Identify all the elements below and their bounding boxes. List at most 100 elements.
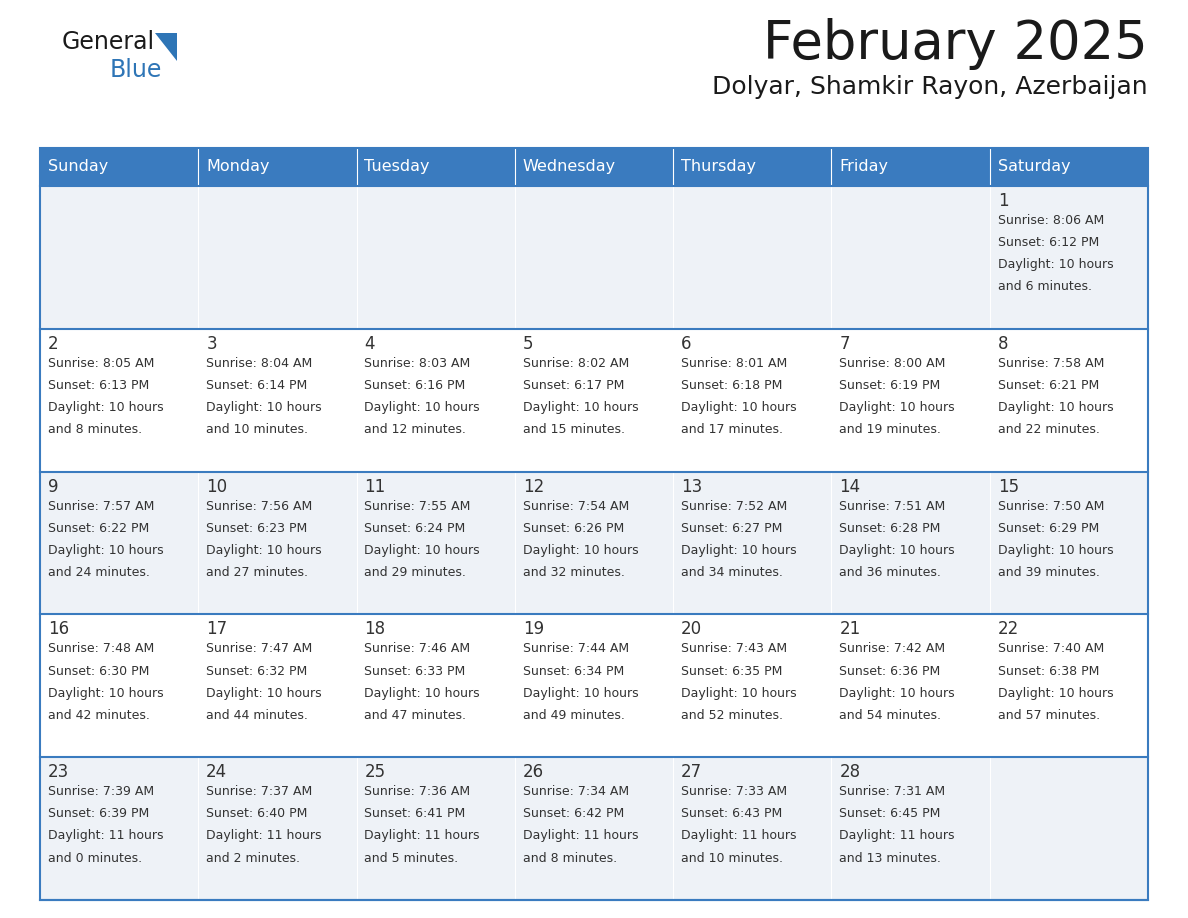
Bar [40, 757, 198, 900]
Text: and 42 minutes.: and 42 minutes. [48, 709, 150, 722]
Text: and 6 minutes.: and 6 minutes. [998, 280, 1092, 294]
Text: Daylight: 10 hours: Daylight: 10 hours [523, 543, 638, 557]
Text: Daylight: 10 hours: Daylight: 10 hours [365, 687, 480, 700]
Text: Sunrise: 7:33 AM: Sunrise: 7:33 AM [681, 785, 788, 798]
Bar [40, 329, 198, 472]
Text: and 27 minutes.: and 27 minutes. [207, 566, 308, 579]
Text: Sunrise: 8:01 AM: Sunrise: 8:01 AM [681, 357, 788, 370]
Text: and 24 minutes.: and 24 minutes. [48, 566, 150, 579]
Text: Daylight: 10 hours: Daylight: 10 hours [681, 543, 797, 557]
Text: Sunset: 6:35 PM: Sunset: 6:35 PM [681, 665, 783, 677]
Bar [514, 472, 674, 614]
Text: Sunrise: 7:46 AM: Sunrise: 7:46 AM [365, 643, 470, 655]
Text: Saturday: Saturday [998, 160, 1070, 174]
Text: Daylight: 10 hours: Daylight: 10 hours [998, 687, 1113, 700]
Text: Sunrise: 7:34 AM: Sunrise: 7:34 AM [523, 785, 628, 798]
Text: Sunset: 6:36 PM: Sunset: 6:36 PM [840, 665, 941, 677]
Bar [514, 329, 674, 472]
Bar [674, 329, 832, 472]
Text: and 29 minutes.: and 29 minutes. [365, 566, 467, 579]
Text: and 10 minutes.: and 10 minutes. [681, 852, 783, 865]
Bar [356, 329, 514, 472]
Text: 20: 20 [681, 621, 702, 638]
Text: Sunrise: 7:57 AM: Sunrise: 7:57 AM [48, 499, 154, 512]
Text: Daylight: 10 hours: Daylight: 10 hours [681, 687, 797, 700]
Text: 21: 21 [840, 621, 860, 638]
Text: Sunset: 6:29 PM: Sunset: 6:29 PM [998, 521, 1099, 534]
Text: Sunrise: 7:44 AM: Sunrise: 7:44 AM [523, 643, 628, 655]
Text: Sunrise: 7:39 AM: Sunrise: 7:39 AM [48, 785, 154, 798]
Text: Sunrise: 8:05 AM: Sunrise: 8:05 AM [48, 357, 154, 370]
Bar [990, 472, 1148, 614]
Text: 17: 17 [207, 621, 227, 638]
Bar [198, 614, 356, 757]
Text: and 34 minutes.: and 34 minutes. [681, 566, 783, 579]
Bar [832, 757, 990, 900]
Bar [40, 148, 1148, 900]
Text: Sunrise: 7:36 AM: Sunrise: 7:36 AM [365, 785, 470, 798]
Text: Sunrise: 7:54 AM: Sunrise: 7:54 AM [523, 499, 628, 512]
Text: Sunset: 6:42 PM: Sunset: 6:42 PM [523, 807, 624, 821]
Bar [832, 148, 990, 186]
Text: 10: 10 [207, 477, 227, 496]
Bar [832, 614, 990, 757]
Text: Sunset: 6:39 PM: Sunset: 6:39 PM [48, 807, 150, 821]
Text: 19: 19 [523, 621, 544, 638]
Text: Sunrise: 7:37 AM: Sunrise: 7:37 AM [207, 785, 312, 798]
Text: and 19 minutes.: and 19 minutes. [840, 423, 941, 436]
Text: Sunset: 6:28 PM: Sunset: 6:28 PM [840, 521, 941, 534]
Text: and 5 minutes.: and 5 minutes. [365, 852, 459, 865]
Text: Sunday: Sunday [48, 160, 108, 174]
Bar [990, 329, 1148, 472]
Text: and 57 minutes.: and 57 minutes. [998, 709, 1100, 722]
Bar [990, 614, 1148, 757]
Text: Sunrise: 7:52 AM: Sunrise: 7:52 AM [681, 499, 788, 512]
Text: Daylight: 10 hours: Daylight: 10 hours [48, 401, 164, 414]
Bar [674, 472, 832, 614]
Text: Sunset: 6:16 PM: Sunset: 6:16 PM [365, 379, 466, 392]
Text: Sunset: 6:22 PM: Sunset: 6:22 PM [48, 521, 150, 534]
Text: and 2 minutes.: and 2 minutes. [207, 852, 301, 865]
Text: and 52 minutes.: and 52 minutes. [681, 709, 783, 722]
Text: and 0 minutes.: and 0 minutes. [48, 852, 143, 865]
Text: Daylight: 10 hours: Daylight: 10 hours [207, 401, 322, 414]
Text: Sunset: 6:40 PM: Sunset: 6:40 PM [207, 807, 308, 821]
Text: Sunset: 6:34 PM: Sunset: 6:34 PM [523, 665, 624, 677]
Bar [40, 186, 198, 329]
Text: Daylight: 10 hours: Daylight: 10 hours [681, 401, 797, 414]
Bar [356, 757, 514, 900]
Text: Sunset: 6:45 PM: Sunset: 6:45 PM [840, 807, 941, 821]
Text: Sunset: 6:21 PM: Sunset: 6:21 PM [998, 379, 1099, 392]
Text: 12: 12 [523, 477, 544, 496]
Bar [198, 329, 356, 472]
Text: Sunrise: 7:51 AM: Sunrise: 7:51 AM [840, 499, 946, 512]
Text: Daylight: 10 hours: Daylight: 10 hours [840, 401, 955, 414]
Text: 11: 11 [365, 477, 386, 496]
Text: 24: 24 [207, 763, 227, 781]
Text: 23: 23 [48, 763, 69, 781]
Text: 22: 22 [998, 621, 1019, 638]
Bar [832, 472, 990, 614]
Text: Sunset: 6:12 PM: Sunset: 6:12 PM [998, 236, 1099, 249]
Text: 9: 9 [48, 477, 58, 496]
Text: 1: 1 [998, 192, 1009, 210]
Bar [514, 614, 674, 757]
Text: 2: 2 [48, 335, 58, 353]
Text: Sunset: 6:17 PM: Sunset: 6:17 PM [523, 379, 624, 392]
Text: Monday: Monday [207, 160, 270, 174]
Bar [356, 186, 514, 329]
Text: Sunset: 6:27 PM: Sunset: 6:27 PM [681, 521, 783, 534]
Text: and 39 minutes.: and 39 minutes. [998, 566, 1100, 579]
Text: Sunrise: 7:40 AM: Sunrise: 7:40 AM [998, 643, 1104, 655]
Text: Daylight: 10 hours: Daylight: 10 hours [365, 543, 480, 557]
Text: and 32 minutes.: and 32 minutes. [523, 566, 625, 579]
Bar [40, 148, 198, 186]
Text: Sunrise: 7:55 AM: Sunrise: 7:55 AM [365, 499, 470, 512]
Text: Sunset: 6:24 PM: Sunset: 6:24 PM [365, 521, 466, 534]
Text: Daylight: 10 hours: Daylight: 10 hours [207, 687, 322, 700]
Text: and 49 minutes.: and 49 minutes. [523, 709, 625, 722]
Bar [356, 614, 514, 757]
Text: Daylight: 10 hours: Daylight: 10 hours [207, 543, 322, 557]
Text: Sunrise: 7:58 AM: Sunrise: 7:58 AM [998, 357, 1104, 370]
Text: Daylight: 10 hours: Daylight: 10 hours [48, 687, 164, 700]
